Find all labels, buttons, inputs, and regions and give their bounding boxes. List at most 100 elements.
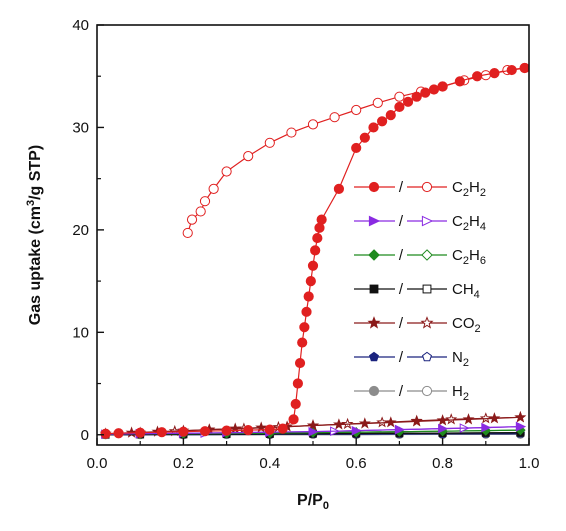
y-tick-label: 30 (72, 119, 89, 136)
C2H2-desorption-point (372, 97, 383, 108)
legend-marker-open (420, 316, 434, 329)
C2H2-adsorption-point (277, 423, 288, 434)
C2H2-desorption-point (182, 227, 193, 239)
legend-label: CH4 (452, 281, 480, 301)
y-tick-label: 0 (81, 427, 89, 444)
x-axis-title-sub: 0 (323, 500, 329, 512)
C2H2-adsorption-point (489, 68, 500, 79)
legend-label: CO2 (452, 315, 481, 335)
plot-frame (96, 24, 530, 446)
legend-label-part: N (452, 349, 463, 366)
plot-area (99, 62, 529, 440)
legend-separator: / (399, 281, 404, 298)
y-axis-title-part2: /g STP) (27, 145, 44, 200)
x-axis-title-main: P/P (297, 492, 323, 509)
C2H2-adsorption-point (385, 110, 396, 121)
C2H2-desorption-point (186, 214, 198, 225)
C2H2-adsorption-point (310, 245, 321, 256)
C2H4-adsorption-point (308, 426, 319, 437)
legend-label-part: 2 (463, 391, 469, 403)
legend-marker-open (421, 249, 433, 261)
legend-label-part: 2 (463, 357, 469, 369)
legend-label-part: C (452, 179, 463, 196)
y-axis-title: Gas uptake (cm3/g STP) (25, 145, 44, 325)
C2H2-adsorption-point (292, 378, 303, 389)
C2H2-adsorption-point (394, 101, 405, 113)
C2H2-adsorption-point (312, 232, 323, 244)
C2H2-adsorption-point (178, 426, 189, 437)
legend-marker-open (421, 385, 433, 397)
C2H2-desorption-point (243, 151, 254, 162)
C2H2-desorption-point (221, 166, 232, 177)
CO2-adsorption-point (384, 416, 397, 428)
CO2-desorption-point (445, 413, 458, 425)
CO2-adsorption-point (462, 413, 475, 425)
y-tick-label: 10 (72, 324, 89, 341)
x-tick-label: 0.6 (346, 455, 367, 472)
legend-marker-filled (368, 385, 380, 397)
C2H2-adsorption-point (301, 306, 312, 317)
legend-label-part: 2 (463, 187, 469, 199)
C2H2-adsorption-point (156, 427, 167, 438)
legend-separator: / (399, 247, 404, 264)
C2H4-adsorption-point (481, 422, 492, 433)
CO2-adsorption-point (333, 418, 345, 430)
C2H2-adsorption-point (264, 424, 275, 435)
legend-marker-open (421, 215, 434, 227)
legend-marker-open (422, 284, 432, 294)
legend-label: N2 (452, 349, 469, 369)
C2H4-adsorption-point (438, 423, 449, 434)
legend-label-part: H (469, 179, 480, 196)
C2H2-adsorption-point (402, 96, 414, 107)
legend-marker-filled (368, 215, 381, 227)
CO2-desorption-point (376, 416, 389, 428)
legend-marker-filled (368, 181, 380, 193)
legend-label-part: C (452, 247, 463, 264)
C2H2-adsorption-point (290, 398, 301, 410)
C2H2-desorption-point (307, 119, 319, 130)
legend-marker-filled (367, 316, 381, 329)
CO2-desorption-point (341, 417, 354, 430)
C2H2-adsorption-point (303, 291, 314, 302)
legend-label-part: C (452, 213, 463, 230)
C2H2-adsorption-point (113, 428, 124, 439)
C2H2-adsorption-point (294, 357, 306, 369)
C2H2-adsorption-point (368, 122, 379, 133)
legend-marker-open (421, 181, 433, 193)
x-tick-label: 0.0 (87, 455, 108, 472)
C2H2-desorption-point (199, 196, 211, 207)
x-tick-label: 0.8 (432, 455, 453, 472)
C2H2-desorption-point (195, 206, 206, 217)
legend-label-part: 2 (463, 221, 469, 233)
C2H2-adsorption-point (297, 337, 308, 348)
legend-label-part: 4 (474, 289, 480, 301)
legend-separator: / (399, 213, 404, 230)
C2H2-adsorption-point (359, 132, 370, 143)
legend-label-part: 2 (480, 187, 486, 199)
C2H2-adsorption-point (221, 425, 232, 436)
C2H2-adsorption-point (454, 76, 465, 87)
axis-layer: 0.0 0.2 0.4 0.6 0.8 1.0 0 10 20 30 40 (72, 17, 539, 472)
legend-item-C2H2: / C2H2 (354, 179, 486, 199)
C2H2-desorption-point (264, 137, 275, 148)
legend-item-H2: / H2 (354, 383, 469, 403)
CO2-adsorption-point (307, 419, 319, 431)
C2H2-adsorption-point (420, 87, 431, 98)
legend-label-part: H (469, 213, 480, 230)
series-C2H2 (100, 62, 529, 439)
C2H2-adsorption-point (305, 275, 316, 287)
C2H2-desorption-point (208, 183, 219, 195)
legend-marker-filled (369, 284, 379, 294)
y-tick-label: 40 (72, 17, 89, 34)
CO2-adsorption-point (436, 414, 449, 426)
y-axis-title-sup: 3 (25, 200, 37, 206)
x-tick-label: 0.2 (173, 455, 194, 472)
C2H2-adsorption-point (519, 62, 529, 74)
CO2-adsorption-point (358, 417, 371, 429)
C2H2-adsorption-point (437, 81, 448, 92)
C2H2-adsorption-point (472, 71, 483, 82)
legend-label: C2H6 (452, 247, 486, 267)
C2H2-desorption-point (394, 91, 405, 102)
C2H2-adsorption-point (199, 426, 211, 437)
legend-label-part: H (452, 383, 463, 400)
